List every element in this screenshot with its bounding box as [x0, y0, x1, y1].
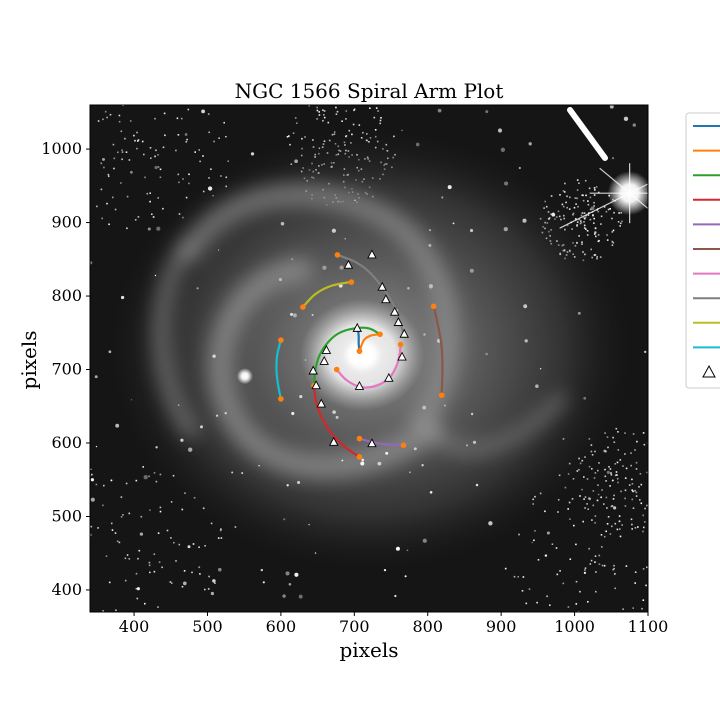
triangle-marker	[393, 317, 404, 326]
plot-frame	[89, 104, 649, 613]
chart-title-text: NGC 1566 Spiral Arm Plot	[235, 79, 504, 103]
x-tick-label: 500	[192, 617, 223, 636]
arm-fit-line-10	[275, 339, 282, 400]
x-axis-label: pixels	[340, 638, 399, 662]
triangle-marker	[354, 380, 365, 390]
galaxy-nucleus	[346, 341, 378, 369]
arm-fit-line-2	[358, 333, 382, 353]
triangle-marker	[389, 306, 400, 316]
y-tick-label: 700	[51, 360, 82, 379]
triangle-marker	[367, 249, 377, 259]
galaxy-image	[90, 105, 648, 612]
y-tick-label: 800	[51, 286, 82, 305]
arm-fit-line-9	[301, 281, 353, 309]
galaxy-arms	[152, 182, 568, 480]
y-tick-label: 500	[51, 506, 82, 525]
triangle-marker	[367, 438, 377, 448]
x-tick-label: 900	[486, 617, 517, 636]
triangle-marker	[329, 436, 339, 446]
arm-endpoint-marker	[430, 303, 437, 310]
x-axis: 400 500 600 700 800 900 1000 1100	[119, 612, 669, 636]
arm-endpoint-marker	[333, 366, 340, 373]
arm-endpoint-marker	[377, 331, 383, 338]
triangle-marker	[308, 365, 318, 375]
x-tick-label: 400	[119, 617, 150, 636]
arm-fit-line-1	[356, 328, 361, 353]
arm-fit-line-4	[312, 384, 361, 459]
arm-fit-line-8	[336, 253, 405, 336]
arm-endpoint-marker	[400, 442, 407, 449]
arm-endpoint-marker	[356, 348, 363, 354]
x-tick-label: 800	[412, 617, 443, 636]
triangle-marker	[316, 398, 327, 408]
arm-endpoint-marker	[356, 435, 363, 442]
x-tick-label: 1000	[554, 617, 595, 636]
triangle-marker	[352, 322, 363, 332]
triangle-marker	[343, 259, 354, 269]
spiral-arm-overlay	[275, 249, 445, 460]
triangle-marker	[377, 281, 387, 291]
arm-endpoint-marker	[348, 279, 355, 285]
arm-endpoint-marker	[278, 337, 284, 343]
arm-fit-line-6	[432, 305, 444, 397]
x-tick-label: 600	[266, 617, 297, 636]
x-tick-label: 1100	[628, 617, 669, 636]
triangle-marker	[381, 294, 391, 304]
y-tick-label: 400	[51, 580, 82, 599]
legend-triangle	[702, 364, 716, 378]
arm-endpoint-marker	[278, 396, 284, 402]
y-tick-label: 600	[51, 433, 82, 452]
legend	[685, 112, 720, 389]
triangle-marker	[399, 328, 409, 338]
foreground-stars	[90, 105, 648, 599]
arm-fit-line-3	[312, 326, 382, 387]
triangle-marker	[384, 372, 394, 382]
x-tick-label: 700	[339, 617, 370, 636]
saturation-streak	[567, 107, 608, 161]
arm-endpoint-marker	[300, 304, 306, 310]
arm-endpoint-marker	[334, 252, 341, 258]
y-axis-label: pixels	[17, 331, 41, 390]
bright-star	[236, 368, 253, 385]
triangle-marker	[311, 380, 321, 390]
triangle-marker	[321, 344, 332, 354]
arm-fit-line-7	[335, 343, 402, 389]
legend-frame	[685, 112, 720, 389]
arm-endpoint-marker	[438, 392, 445, 399]
y-axis: 400 500 600 700 800 900 1000	[41, 139, 90, 599]
triangle-marker	[319, 355, 329, 365]
triangle-marker	[397, 351, 407, 361]
arm-endpoint-marker	[356, 454, 363, 460]
y-tick-label: 900	[51, 213, 82, 232]
y-tick-label: 1000	[41, 139, 82, 158]
arm-endpoint-marker	[397, 341, 404, 348]
arm-fit-line-5	[358, 437, 405, 447]
chart-title: NGC 1566 Spiral Arm Plot	[235, 79, 504, 103]
bright-star	[559, 163, 648, 229]
